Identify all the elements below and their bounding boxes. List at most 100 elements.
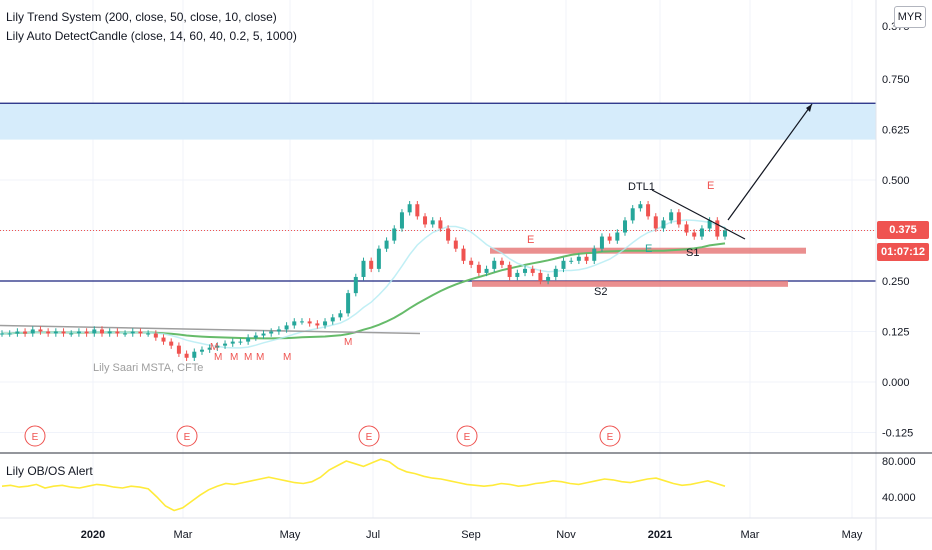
label-s2: S2 bbox=[594, 286, 607, 298]
candle-body bbox=[315, 323, 319, 325]
candle-body bbox=[623, 220, 627, 232]
candle-body bbox=[661, 220, 665, 228]
candle-body bbox=[15, 332, 19, 334]
candle-body bbox=[577, 257, 581, 261]
candle-body bbox=[615, 233, 619, 241]
candle-body bbox=[400, 212, 404, 228]
earnings-marker-label: E bbox=[607, 432, 614, 443]
candle-body bbox=[377, 249, 381, 269]
candle-body bbox=[646, 204, 650, 216]
candle-body bbox=[423, 216, 427, 224]
time-tick-label: 2021 bbox=[648, 529, 672, 541]
candle-body bbox=[46, 332, 50, 334]
candle-body bbox=[192, 352, 196, 358]
price-tick-label: -0.125 bbox=[882, 428, 913, 440]
earnings-marker-label: E bbox=[366, 432, 373, 443]
oscillator-path bbox=[2, 459, 725, 510]
oscillator-tick-label: 40.000 bbox=[882, 492, 916, 504]
candle-body bbox=[69, 334, 73, 335]
candle-body bbox=[54, 332, 58, 334]
candle-body bbox=[477, 265, 481, 273]
candle-body bbox=[8, 334, 12, 335]
candle-body bbox=[246, 338, 250, 342]
candle-body bbox=[362, 261, 366, 277]
candle-body bbox=[323, 321, 327, 325]
label-m: M bbox=[283, 352, 291, 363]
time-tick-label: Jul bbox=[366, 529, 380, 541]
earnings-marker-label: E bbox=[184, 432, 191, 443]
candle-body bbox=[231, 342, 235, 344]
candle-body bbox=[431, 220, 435, 224]
candle-body bbox=[392, 228, 396, 240]
candle-body bbox=[300, 321, 304, 322]
candle-body bbox=[654, 216, 658, 228]
candle-body bbox=[469, 261, 473, 265]
candle-body bbox=[685, 224, 689, 232]
resistance-zone bbox=[0, 103, 876, 139]
candle-body bbox=[223, 344, 227, 346]
currency-badge[interactable]: MYR bbox=[894, 6, 926, 28]
candle-body bbox=[561, 261, 565, 269]
candle-body bbox=[23, 332, 27, 334]
price-tick-label: 0.250 bbox=[882, 276, 910, 288]
candle-body bbox=[492, 261, 496, 269]
candle-body bbox=[31, 329, 35, 333]
candle-body bbox=[169, 342, 173, 346]
candle-body bbox=[0, 334, 4, 335]
candle-body bbox=[62, 332, 66, 334]
label-s1: S1 bbox=[686, 247, 699, 259]
candle-body bbox=[385, 241, 389, 249]
candle-body bbox=[177, 346, 181, 354]
label-e-top: E bbox=[707, 180, 714, 192]
candle-body bbox=[485, 269, 489, 273]
candle-body bbox=[100, 329, 104, 333]
candle-body bbox=[600, 237, 604, 249]
candle-body bbox=[269, 332, 273, 334]
candle-body bbox=[185, 354, 189, 358]
candle-body bbox=[438, 220, 442, 228]
grid bbox=[0, 0, 876, 518]
candle-body bbox=[546, 277, 550, 281]
candle-body bbox=[123, 334, 127, 335]
candle-body bbox=[346, 293, 350, 313]
candle-body bbox=[354, 277, 358, 293]
label-m: M bbox=[256, 352, 264, 363]
candle-body bbox=[277, 329, 281, 331]
countdown-tag: 01:07:12 bbox=[877, 243, 929, 261]
auto-detect-label[interactable]: Lily Auto DetectCandle (close, 14, 60, 4… bbox=[6, 29, 297, 43]
label-e-low: E bbox=[645, 243, 652, 255]
candle-body bbox=[108, 332, 112, 334]
candle-body bbox=[292, 321, 296, 325]
oscillator-axis-labels: 80.000 40.000 bbox=[882, 456, 916, 504]
obos-label[interactable]: Lily OB/OS Alert bbox=[6, 464, 93, 478]
time-tick-label: Nov bbox=[556, 529, 576, 541]
candle-body bbox=[262, 334, 266, 336]
price-tick-label: 0.625 bbox=[882, 125, 910, 137]
oscillator-tick-label: 80.000 bbox=[882, 456, 916, 468]
candle-body bbox=[669, 212, 673, 220]
time-tick-label: May bbox=[842, 529, 863, 541]
earnings-marker-label: E bbox=[32, 432, 39, 443]
candle-body bbox=[523, 269, 527, 273]
candle-body bbox=[338, 313, 342, 317]
price-tick-label: 0.500 bbox=[882, 175, 910, 187]
price-tick-label: 0.125 bbox=[882, 327, 910, 339]
candle-body bbox=[308, 321, 312, 323]
candle-body bbox=[531, 269, 535, 273]
candle-body bbox=[138, 332, 142, 334]
trend-system-label[interactable]: Lily Trend System (200, close, 50, close… bbox=[6, 10, 277, 24]
time-tick-label: 2020 bbox=[81, 529, 105, 541]
candle-body bbox=[238, 342, 242, 343]
candle-body bbox=[585, 257, 589, 261]
candle-body bbox=[131, 332, 135, 334]
candle-body bbox=[569, 261, 573, 262]
candle-body bbox=[538, 273, 542, 281]
candle-body bbox=[715, 220, 719, 236]
candle-body bbox=[638, 204, 642, 208]
candle-body bbox=[723, 231, 727, 237]
price-tick-label: 0.750 bbox=[882, 74, 910, 86]
candle-body bbox=[700, 228, 704, 236]
candle-body bbox=[408, 204, 412, 212]
